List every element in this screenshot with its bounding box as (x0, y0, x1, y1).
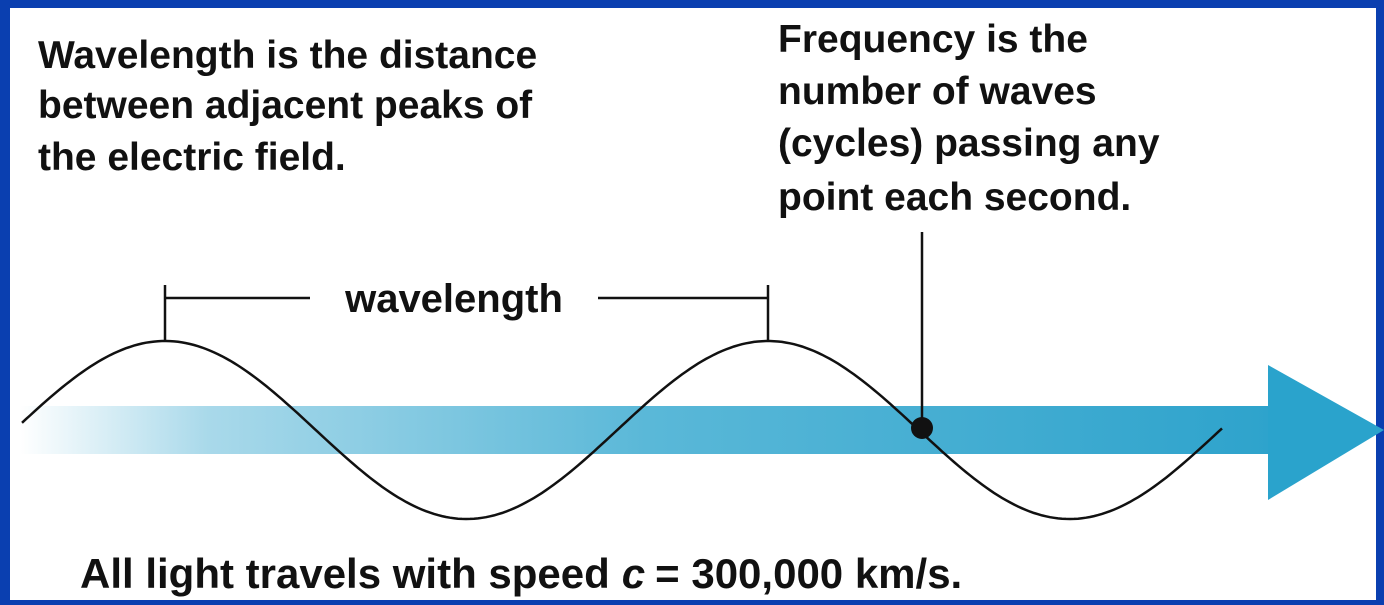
wavelength-note: Wavelength is the distance between adjac… (38, 34, 548, 179)
point-marker (911, 417, 933, 439)
sine-wave (21, 339, 1223, 521)
speed-symbol: c (622, 550, 645, 597)
frequency-note: Frequency is the number of waves (cycles… (778, 18, 1170, 219)
note-line: Wavelength is the distance (38, 34, 537, 77)
note-line: (cycles) passing any (778, 122, 1160, 165)
speed-note: All light travels with speed c = 300,000 k… (80, 550, 962, 597)
speed-text: All light travels with speed (80, 550, 610, 597)
panel (10, 8, 1376, 600)
note-line: number of waves (778, 70, 1097, 113)
speed-text: = 300,000 km/s. (655, 550, 962, 597)
wavelength-label: wavelength (344, 277, 563, 321)
arrow-head (1268, 365, 1384, 500)
note-line: point each second. (778, 176, 1131, 219)
light-beam (20, 406, 1272, 454)
note-line: the electric field. (38, 136, 346, 179)
note-line: between adjacent peaks of (38, 84, 533, 127)
note-line: Frequency is the (778, 18, 1088, 61)
